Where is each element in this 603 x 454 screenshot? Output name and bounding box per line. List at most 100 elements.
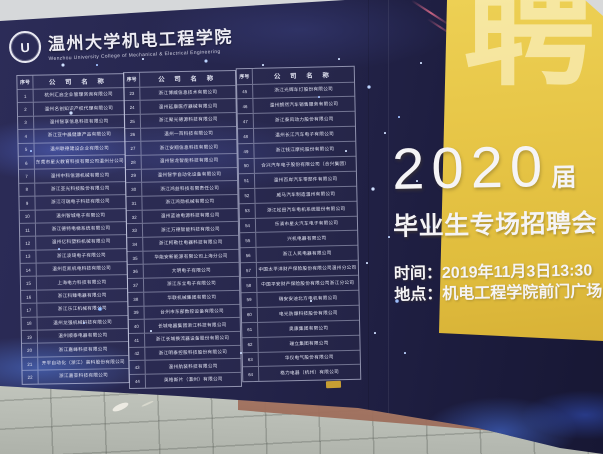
table-row: 9 浙江可瑞电子科技有限公司 xyxy=(19,194,126,210)
table-row: 14 温州巨凯机电科技有限公司 xyxy=(20,261,127,277)
company-no: 4 xyxy=(18,129,35,143)
company-no: 25 xyxy=(124,114,142,128)
company-name: 浙江嘉峰科技有限公司 xyxy=(58,346,108,352)
company-name: 合兴汽车电子股份有限公司（合兴集团） xyxy=(261,160,350,168)
company-no: 17 xyxy=(21,303,38,317)
company-name: 浙江光辉车灯股份有限公司 xyxy=(274,86,334,93)
company-no: 34 xyxy=(127,237,144,251)
table-row: 13 浙江凌琦电子有限公司 xyxy=(20,247,127,263)
logo-emblem-glyph: U xyxy=(20,39,31,55)
company-table-2: 序号 公 司 名 称 23 浙江博威信息技术有限公司 24 温州延康医疗器械有限公司 25 浙… xyxy=(122,69,243,389)
table-row: 4 浙江亚中晨健康产品有限公司 xyxy=(18,127,125,143)
company-name: 温州朗然汽车销售服务有限公司 xyxy=(269,101,339,108)
company-no: 41 xyxy=(128,333,146,347)
brand-text: 温州大学机电工程学院 Wenzhou University College of… xyxy=(47,22,234,61)
col-header-no: 序号 xyxy=(123,72,141,87)
table-row: 29 温州智学自动化设备有限公司 xyxy=(125,166,238,183)
company-name: 浙江凌琦电子有限公司 xyxy=(56,252,106,259)
year-row: 2020届 xyxy=(392,132,603,203)
company-name: 浙江乐江机械有限公司 xyxy=(57,305,107,312)
poster-text-block: 2020届 毕业生专场招聘会 时间：2019年11月3日13:30 地点：机电工… xyxy=(392,132,603,306)
company-no: 39 xyxy=(128,306,145,320)
university-logo-icon: U xyxy=(8,30,42,64)
company-name: 浙江松田汽车电机系统股份有限公司 xyxy=(266,205,346,213)
company-no: 52 xyxy=(239,188,256,203)
company-no: 16 xyxy=(21,290,38,304)
company-name: 中国平安财产保险股份有限公司浙江分公司 xyxy=(261,279,355,287)
table-row: 8 浙江亚光科技股份有限公司 xyxy=(19,180,126,197)
company-no: 35 xyxy=(127,251,144,265)
company-no: 61 xyxy=(242,322,259,337)
company-no: 12 xyxy=(20,236,37,250)
company-table-3: 序号公 司 名 称 45 浙江光辉车灯股份有限公司 46 温州朗然汽车销售服务有限公司 4… xyxy=(235,65,362,383)
table-row: 45 浙江光辉车灯股份有限公司 xyxy=(237,81,355,99)
company-name: 东莞市星火教育科技有限公司温州分公司 xyxy=(35,158,124,165)
company-name: 浙江聚光德源科技有限公司 xyxy=(158,116,218,123)
company-no: 50 xyxy=(238,158,255,174)
table-row: 33 浙江万德智能科技有限公司 xyxy=(126,221,239,238)
company-no: 31 xyxy=(126,196,143,210)
table-row: 61 奥康集团有限公司 xyxy=(242,319,360,337)
company-no: 24 xyxy=(124,100,141,114)
table-row: 50 合兴汽车电子股份有限公司（合兴集团） xyxy=(238,155,356,174)
table-row: 25 浙江聚光德源科技有限公司 xyxy=(124,111,237,128)
company-no: 9 xyxy=(19,196,36,210)
table-row: 49 浙江钱江摩托股份有限公司 xyxy=(238,140,356,159)
yellow-poster-panel: 聘 xyxy=(439,0,603,341)
company-name: 温州航装科技有限公司 xyxy=(168,362,218,369)
company-name: 大明电子有限公司 xyxy=(171,267,211,273)
table-row: 19 温州顺泰电器有限公司 xyxy=(21,328,128,344)
company-no: 37 xyxy=(127,278,145,292)
company-name: 温州中科信源机械有限公司 xyxy=(50,171,110,178)
company-table-1: 序号公 司 名 称 1 杭州汇启企业管理咨询有限公司 2 温州名创知识产权代理有限公司 3… xyxy=(16,73,130,385)
company-name: 温州智龙智能科技有限公司 xyxy=(159,157,219,164)
table-row: 12 温州亿科塑料机械有限公司 xyxy=(20,234,127,250)
company-name: 温州顺泰电器有限公司 xyxy=(58,332,108,339)
company-no: 14 xyxy=(20,263,37,277)
company-name: 温州龙强机械科技有限公司 xyxy=(53,319,113,326)
company-name: 浙江嘉亚科技有限公司 xyxy=(59,372,109,379)
table-row: 63 华仪电气股份有限公司 xyxy=(242,349,360,367)
company-no: 40 xyxy=(128,319,145,333)
company-no: 62 xyxy=(242,337,259,352)
company-no: 54 xyxy=(239,218,257,233)
company-name: 奥康集团有限公司 xyxy=(289,325,329,331)
company-no: 15 xyxy=(20,277,38,290)
table-row: 48 温州长江汽车电子有限公司 xyxy=(237,125,356,144)
table-row: 38 华联机械集团有限公司 xyxy=(128,289,240,306)
company-name: 英格斯片（温州）有限公司 xyxy=(163,376,223,383)
place-value: 机电工程学院前门广场 xyxy=(442,282,603,303)
table-row: 47 浙江泰风动力股份有限公司 xyxy=(237,111,355,129)
table-row: 23 浙江博威信息技术有限公司 xyxy=(124,84,236,101)
company-no: 64 xyxy=(242,367,260,382)
event-info: 时间：2019年11月3日13:30 地点：机电工程学院前门广场 xyxy=(394,261,603,306)
company-name: 开平自动化（浙江）高科股份有限公司 xyxy=(41,359,125,366)
company-name: 浙江亚光科技股份有限公司 xyxy=(50,185,110,192)
company-name: 格力电器（杭州）有限公司 xyxy=(280,369,340,376)
company-no: 20 xyxy=(22,344,39,357)
company-name: 浙江鸿益科技有限责任公司 xyxy=(160,184,220,192)
table-row: 17 浙江乐江机械有限公司 xyxy=(21,301,128,317)
company-no: 38 xyxy=(128,292,145,306)
company-name: 浙江东立电子有限公司 xyxy=(167,280,217,287)
table-row: 46 温州朗然汽车销售服务有限公司 xyxy=(237,96,355,114)
table-row: 6 东莞市星火教育科技有限公司温州分公司 xyxy=(18,154,125,170)
company-name: 电光防爆科技股份有限公司 xyxy=(278,309,338,317)
table-row: 41 浙江长城换流器设备股份有限公司 xyxy=(128,330,241,347)
company-name: 浙江亚中晨健康产品有限公司 xyxy=(47,131,112,138)
table-row: 43 温州航装科技有限公司 xyxy=(129,358,241,374)
table-row: 1 杭州汇启企业管理咨询有限公司 xyxy=(17,87,124,103)
company-name: 华联机械集团有限公司 xyxy=(167,294,217,301)
table-row: 21 开平自动化（浙江）高科股份有限公司 xyxy=(22,354,129,371)
year-2020: 2020 xyxy=(391,134,550,202)
company-no: 11 xyxy=(19,223,37,237)
table-row: 56 浙江人民电器有限公司 xyxy=(240,245,358,263)
company-name: 温州一百科技有限公司 xyxy=(164,130,214,137)
company-name: 温州巨凯机电科技有限公司 xyxy=(52,265,112,272)
company-no: 49 xyxy=(238,143,255,159)
company-no: 13 xyxy=(20,250,37,263)
company-name: 乐清市星火汽车电子有限公司 xyxy=(274,220,339,227)
company-no: 43 xyxy=(129,360,146,374)
table-row: 20 浙江嘉峰科技有限公司 xyxy=(21,341,129,357)
